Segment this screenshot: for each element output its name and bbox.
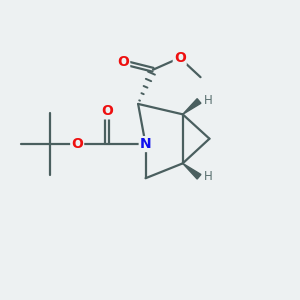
Polygon shape [183, 164, 201, 179]
Polygon shape [183, 99, 201, 114]
Text: H: H [203, 170, 212, 183]
Text: O: O [174, 51, 186, 65]
Text: H: H [203, 94, 212, 107]
Text: N: N [140, 137, 152, 151]
Text: O: O [71, 137, 83, 151]
Text: O: O [117, 55, 129, 69]
Text: O: O [101, 104, 113, 118]
